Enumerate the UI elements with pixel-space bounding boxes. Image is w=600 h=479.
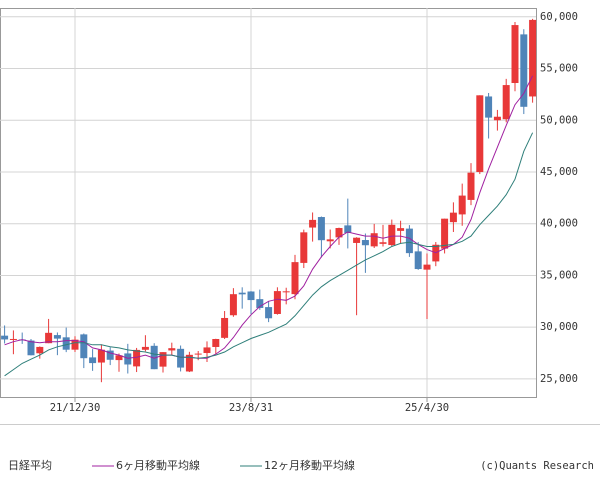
candle-body — [502, 85, 510, 120]
candle-body — [177, 348, 185, 368]
candle-body — [441, 218, 449, 249]
candle-body — [9, 338, 17, 340]
candle-body — [353, 237, 361, 243]
candle-body — [71, 339, 79, 350]
candle-body — [265, 307, 273, 319]
candle-body — [476, 95, 484, 172]
candle-body — [309, 219, 317, 228]
x-tick-label: 21/12/30 — [50, 402, 101, 414]
candle-body — [449, 212, 457, 223]
candle-body — [133, 349, 141, 367]
candle-body — [194, 353, 202, 355]
candle-body — [203, 347, 211, 354]
candle-body — [45, 332, 53, 344]
candle-body — [467, 172, 475, 200]
candle-body — [106, 350, 114, 360]
candle-body — [493, 116, 501, 121]
legend-label: 12ヶ月移動平均線 — [264, 458, 355, 472]
candle-body — [27, 340, 35, 356]
x-tick-label: 25/4/30 — [405, 402, 449, 414]
candle-body — [423, 264, 431, 270]
candle-body — [62, 337, 70, 350]
candle-body — [238, 292, 246, 295]
candle-body — [300, 232, 308, 263]
candle-body — [388, 224, 396, 246]
candle-body — [221, 317, 229, 338]
y-tick-label: 35,000 — [540, 269, 578, 281]
candle-body — [256, 299, 264, 308]
candle-body — [185, 354, 193, 372]
candle-body — [97, 349, 105, 363]
candle-body — [397, 228, 405, 231]
candle-body — [168, 348, 176, 351]
candle-body — [317, 217, 325, 241]
candle-body — [361, 240, 369, 246]
candle-body — [326, 239, 334, 242]
x-tick-label: 23/8/31 — [229, 402, 273, 414]
candle-body — [1, 335, 9, 340]
candle-body — [212, 339, 220, 347]
candle-body — [124, 353, 132, 365]
candle-body — [273, 291, 281, 314]
candle-body — [335, 228, 343, 238]
y-tick-label: 60,000 — [540, 11, 578, 23]
candle-body — [405, 228, 413, 254]
legend-label: 6ヶ月移動平均線 — [116, 458, 200, 472]
y-tick-label: 45,000 — [540, 166, 578, 178]
credit: (c)Quants Research — [480, 460, 594, 472]
candle-body — [379, 242, 387, 244]
moving-average-line — [4, 132, 534, 377]
y-tick-label: 30,000 — [540, 321, 578, 333]
candle-body — [485, 96, 493, 118]
candle-body — [458, 195, 466, 215]
y-tick-label: 55,000 — [540, 63, 578, 75]
moving-average-line — [4, 75, 534, 359]
candle-body — [80, 334, 88, 359]
candle-body — [529, 19, 537, 97]
y-tick-label: 40,000 — [540, 218, 578, 230]
candle-body — [291, 262, 299, 295]
candle-body — [150, 345, 158, 370]
candle-body — [282, 291, 290, 293]
candle-body — [36, 346, 44, 354]
candle-body — [344, 225, 352, 233]
candle-body — [115, 355, 123, 361]
candle-body — [511, 25, 519, 84]
candle-body — [370, 233, 378, 247]
candle-body — [414, 251, 422, 270]
legend-label: 日経平均 — [8, 459, 52, 472]
candle-body — [89, 357, 97, 364]
candle-body — [229, 294, 237, 316]
y-tick-label: 50,000 — [540, 114, 578, 126]
y-tick-label: 25,000 — [540, 373, 578, 385]
candle-body — [53, 335, 61, 339]
candle-body — [247, 291, 255, 301]
candle-body — [159, 352, 167, 367]
candle-body — [141, 346, 149, 350]
candle-body — [520, 34, 528, 107]
